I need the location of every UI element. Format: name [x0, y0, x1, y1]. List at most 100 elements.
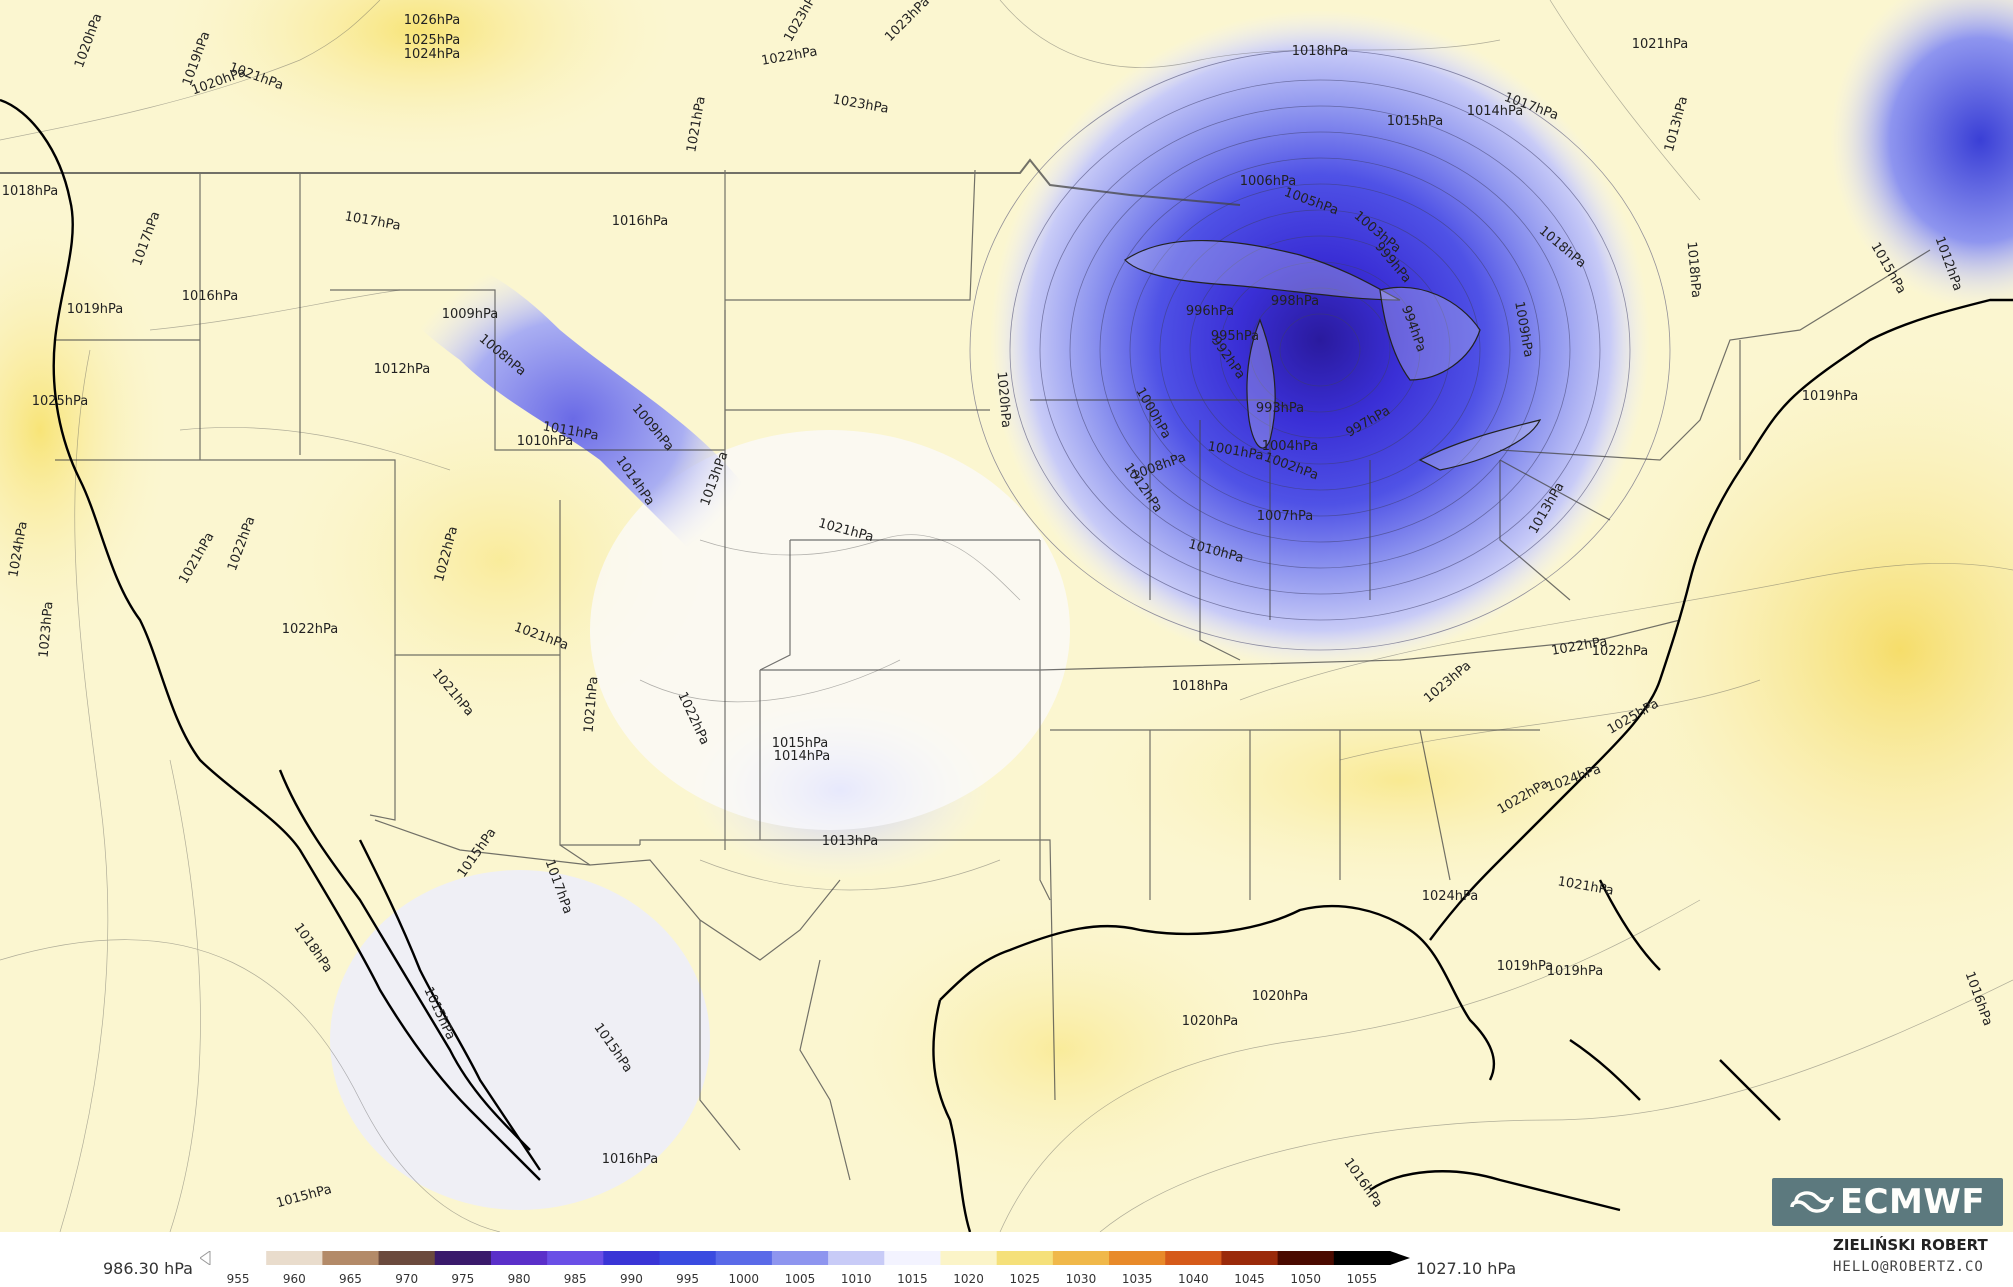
isobar-label: 1004hPa	[1262, 439, 1319, 454]
isobar-label: 1020hPa	[1182, 1014, 1239, 1029]
colorbar-tick-label: 1030	[1065, 1272, 1097, 1286]
author-name: ZIELIŃSKI ROBERT	[1833, 1236, 1988, 1254]
lake-michigan	[1246, 318, 1276, 449]
colorbar-swatch	[322, 1251, 380, 1265]
isobar-label: 1021hPa	[1632, 37, 1689, 52]
colorbar-swatch	[771, 1251, 829, 1265]
isobar-label: 1007hPa	[1257, 509, 1314, 524]
isobar-label: 1018hPa	[1292, 44, 1349, 59]
isobar-label: 1018hPa	[2, 184, 59, 199]
isobar-label: 1016hPa	[602, 1152, 659, 1167]
ecmwf-logo-text: ECMWF	[1839, 1182, 1986, 1222]
isobar-label: 1026hPa	[404, 13, 461, 28]
colorbar-left-arrow	[200, 1251, 211, 1265]
isobar-label: 1019hPa	[1802, 389, 1859, 404]
isobar-label: 1019hPa	[67, 302, 124, 317]
isobar-label: 1018hPa	[1684, 241, 1704, 299]
isobar-label: 1018hPa	[1172, 679, 1229, 694]
colorbar-tick-label: 1020	[953, 1272, 984, 1286]
colorbar-swatch	[996, 1251, 1054, 1265]
isobar-label: 1019hPa	[1497, 959, 1554, 974]
colorbar-tick-label: 1015	[897, 1272, 928, 1286]
colorbar-swatch	[884, 1251, 941, 1265]
gulf-high-region	[830, 900, 1290, 1200]
colorbar-tick-label: 980	[507, 1272, 531, 1286]
colorbar-tick-label: 965	[339, 1272, 362, 1286]
lake-erie	[1418, 419, 1542, 471]
colorbar-swatch	[1333, 1251, 1391, 1265]
colorbar-swatch	[210, 1251, 267, 1265]
colorbar-tick-label: 1010	[840, 1272, 872, 1286]
coastlines	[0, 98, 2013, 1232]
great-lakes	[1124, 240, 1542, 471]
colorbar-swatch	[603, 1251, 661, 1265]
max-pressure-label: 1027.10 hPa	[1416, 1259, 1517, 1278]
isobar-label: 1021hPa	[582, 676, 602, 734]
isobar-label: 998hPa	[1271, 294, 1319, 309]
map-canvas: 1026hPa1025hPa1024hPa1023hPa1022hPa1023h…	[0, 0, 2013, 1232]
colorbar-tick-label: 975	[451, 1272, 475, 1286]
baja-low-region	[330, 870, 710, 1210]
colorbar-swatch	[940, 1251, 998, 1265]
colorbar-tick-label: 995	[676, 1272, 700, 1286]
colorbar-right-arrow	[1390, 1251, 1410, 1265]
isobar-label: 996hPa	[1186, 304, 1234, 319]
isobar-label: 1020hPa	[1252, 989, 1309, 1004]
isobar-label: 1009hPa	[442, 307, 499, 322]
political-borders	[0, 158, 1931, 1181]
canadian-high-region	[160, 0, 680, 160]
colorbar-tick-label: 1050	[1290, 1272, 1321, 1286]
isobar-label: 1025hPa	[32, 394, 89, 409]
pressure-colorbar	[200, 1251, 1410, 1265]
isobar-label: 1019hPa	[1547, 964, 1604, 979]
isobar-label: 1010hPa	[517, 434, 574, 449]
great-lakes-low-region	[990, 10, 1650, 670]
colorbar-swatch	[1109, 1251, 1166, 1265]
colorbar-swatch	[1221, 1251, 1279, 1265]
colorbar-tick-label: 985	[563, 1272, 587, 1286]
atlantic-canada-low-region	[1830, 0, 2013, 310]
isobar-label: 1020hPa	[994, 371, 1014, 429]
colorbar-tick-label: 960	[282, 1272, 306, 1286]
isobar-label: 1022hPa	[282, 622, 339, 637]
colorbar-tick-label: 1000	[728, 1272, 760, 1286]
isobar-label: 1012hPa	[374, 362, 431, 377]
isobar-label: 1022hPa	[1592, 644, 1649, 659]
colorbar-swatch	[1165, 1251, 1222, 1265]
southeast-high-region	[1070, 660, 1730, 900]
colorbar-tick-label: 1040	[1178, 1272, 1209, 1286]
isobar-label: 1024hPa	[1422, 889, 1479, 904]
lake-superior	[1124, 240, 1401, 301]
isobar-label: 1014hPa	[774, 749, 831, 764]
great-lakes-isobars	[969, 49, 1671, 651]
ecmwf-logo: ECMWF	[1772, 1178, 2003, 1226]
ecmwf-swirl-icon	[1790, 1191, 1834, 1213]
lake-huron	[1379, 286, 1481, 381]
isobar-label: 1016hPa	[182, 289, 239, 304]
author-email: HELLO@ROBERTZ.CO	[1833, 1259, 1984, 1275]
pressure-map[interactable]: 1026hPa 1025hPa 1024hPa 1023hPa 1022hPa 1023h…	[0, 0, 2013, 1232]
isobar-label: 1023hPa	[37, 601, 57, 659]
min-pressure-label: 986.30 hPa	[103, 1259, 193, 1278]
colorbar-tick-label: 1035	[1121, 1272, 1153, 1286]
colorbar-tick-label: 955	[226, 1272, 250, 1286]
isobar-label: 995hPa	[1211, 329, 1259, 344]
isobar-label: 1014hPa	[1467, 104, 1524, 119]
colorbar-swatch	[1277, 1251, 1335, 1265]
isobar-label: 1006hPa	[1240, 174, 1297, 189]
colorbar-swatch	[659, 1251, 717, 1265]
colorbar-swatch	[434, 1251, 492, 1265]
colorbar-swatch	[828, 1251, 885, 1265]
isobar-label: 1015hPa	[1387, 114, 1444, 129]
isobar-label: 1013hPa	[822, 834, 879, 849]
isobar-label: 1024hPa	[404, 47, 461, 62]
colorbar-swatch	[490, 1251, 548, 1265]
colorbar-swatch	[266, 1251, 323, 1265]
colorbar-swatch	[1052, 1251, 1110, 1265]
isobar-label: 993hPa	[1256, 401, 1304, 416]
pacific-coast-high-region	[0, 210, 170, 650]
colorbar-tick-label: 1055	[1346, 1272, 1378, 1286]
colorbar-segments	[200, 1251, 1410, 1265]
isobar-label: 1015hPa	[772, 736, 829, 751]
colorbar-swatch	[715, 1251, 773, 1265]
